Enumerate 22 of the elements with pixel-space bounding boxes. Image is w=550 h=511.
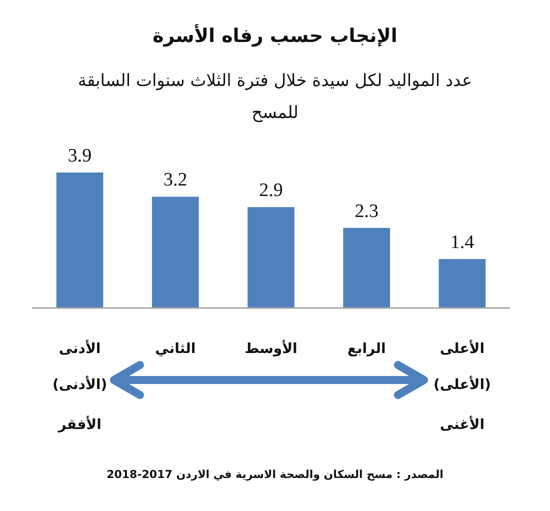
- chart-title: الإنجاب حسب رفاه الأسرة: [152, 24, 398, 47]
- data-label: 2.3: [354, 200, 378, 222]
- text: الأفقر: [57, 415, 102, 433]
- text: (الأدنى): [52, 375, 108, 393]
- chart-subtitle: عدد المواليد لكل سيدة خلال فترة الثلاث سنوات السابقة للمسح: [78, 71, 472, 123]
- x-tick-label: الأوسط: [244, 339, 298, 357]
- bar: [56, 172, 104, 308]
- data-label: 2.9: [259, 180, 283, 202]
- bar: [438, 259, 486, 308]
- x-tick-label: الأعلى: [440, 339, 485, 357]
- bar: [152, 196, 199, 308]
- x-tick-label: الأدنى: [58, 339, 101, 357]
- bar: [343, 228, 390, 308]
- bar: [248, 207, 294, 308]
- data-label: 3.2: [164, 170, 188, 191]
- text: (الأعلى): [433, 375, 491, 393]
- x-tick-label: الرابع: [347, 341, 386, 357]
- x-tick-label: الثاني: [155, 341, 196, 357]
- data-label: 1.4: [450, 232, 475, 254]
- data-label: 3.9: [68, 146, 92, 166]
- text: المصدر : مسح السكان والصحة الاسرية في الاردن 2017-2018: [106, 468, 444, 481]
- text: الأغنى: [440, 415, 485, 433]
